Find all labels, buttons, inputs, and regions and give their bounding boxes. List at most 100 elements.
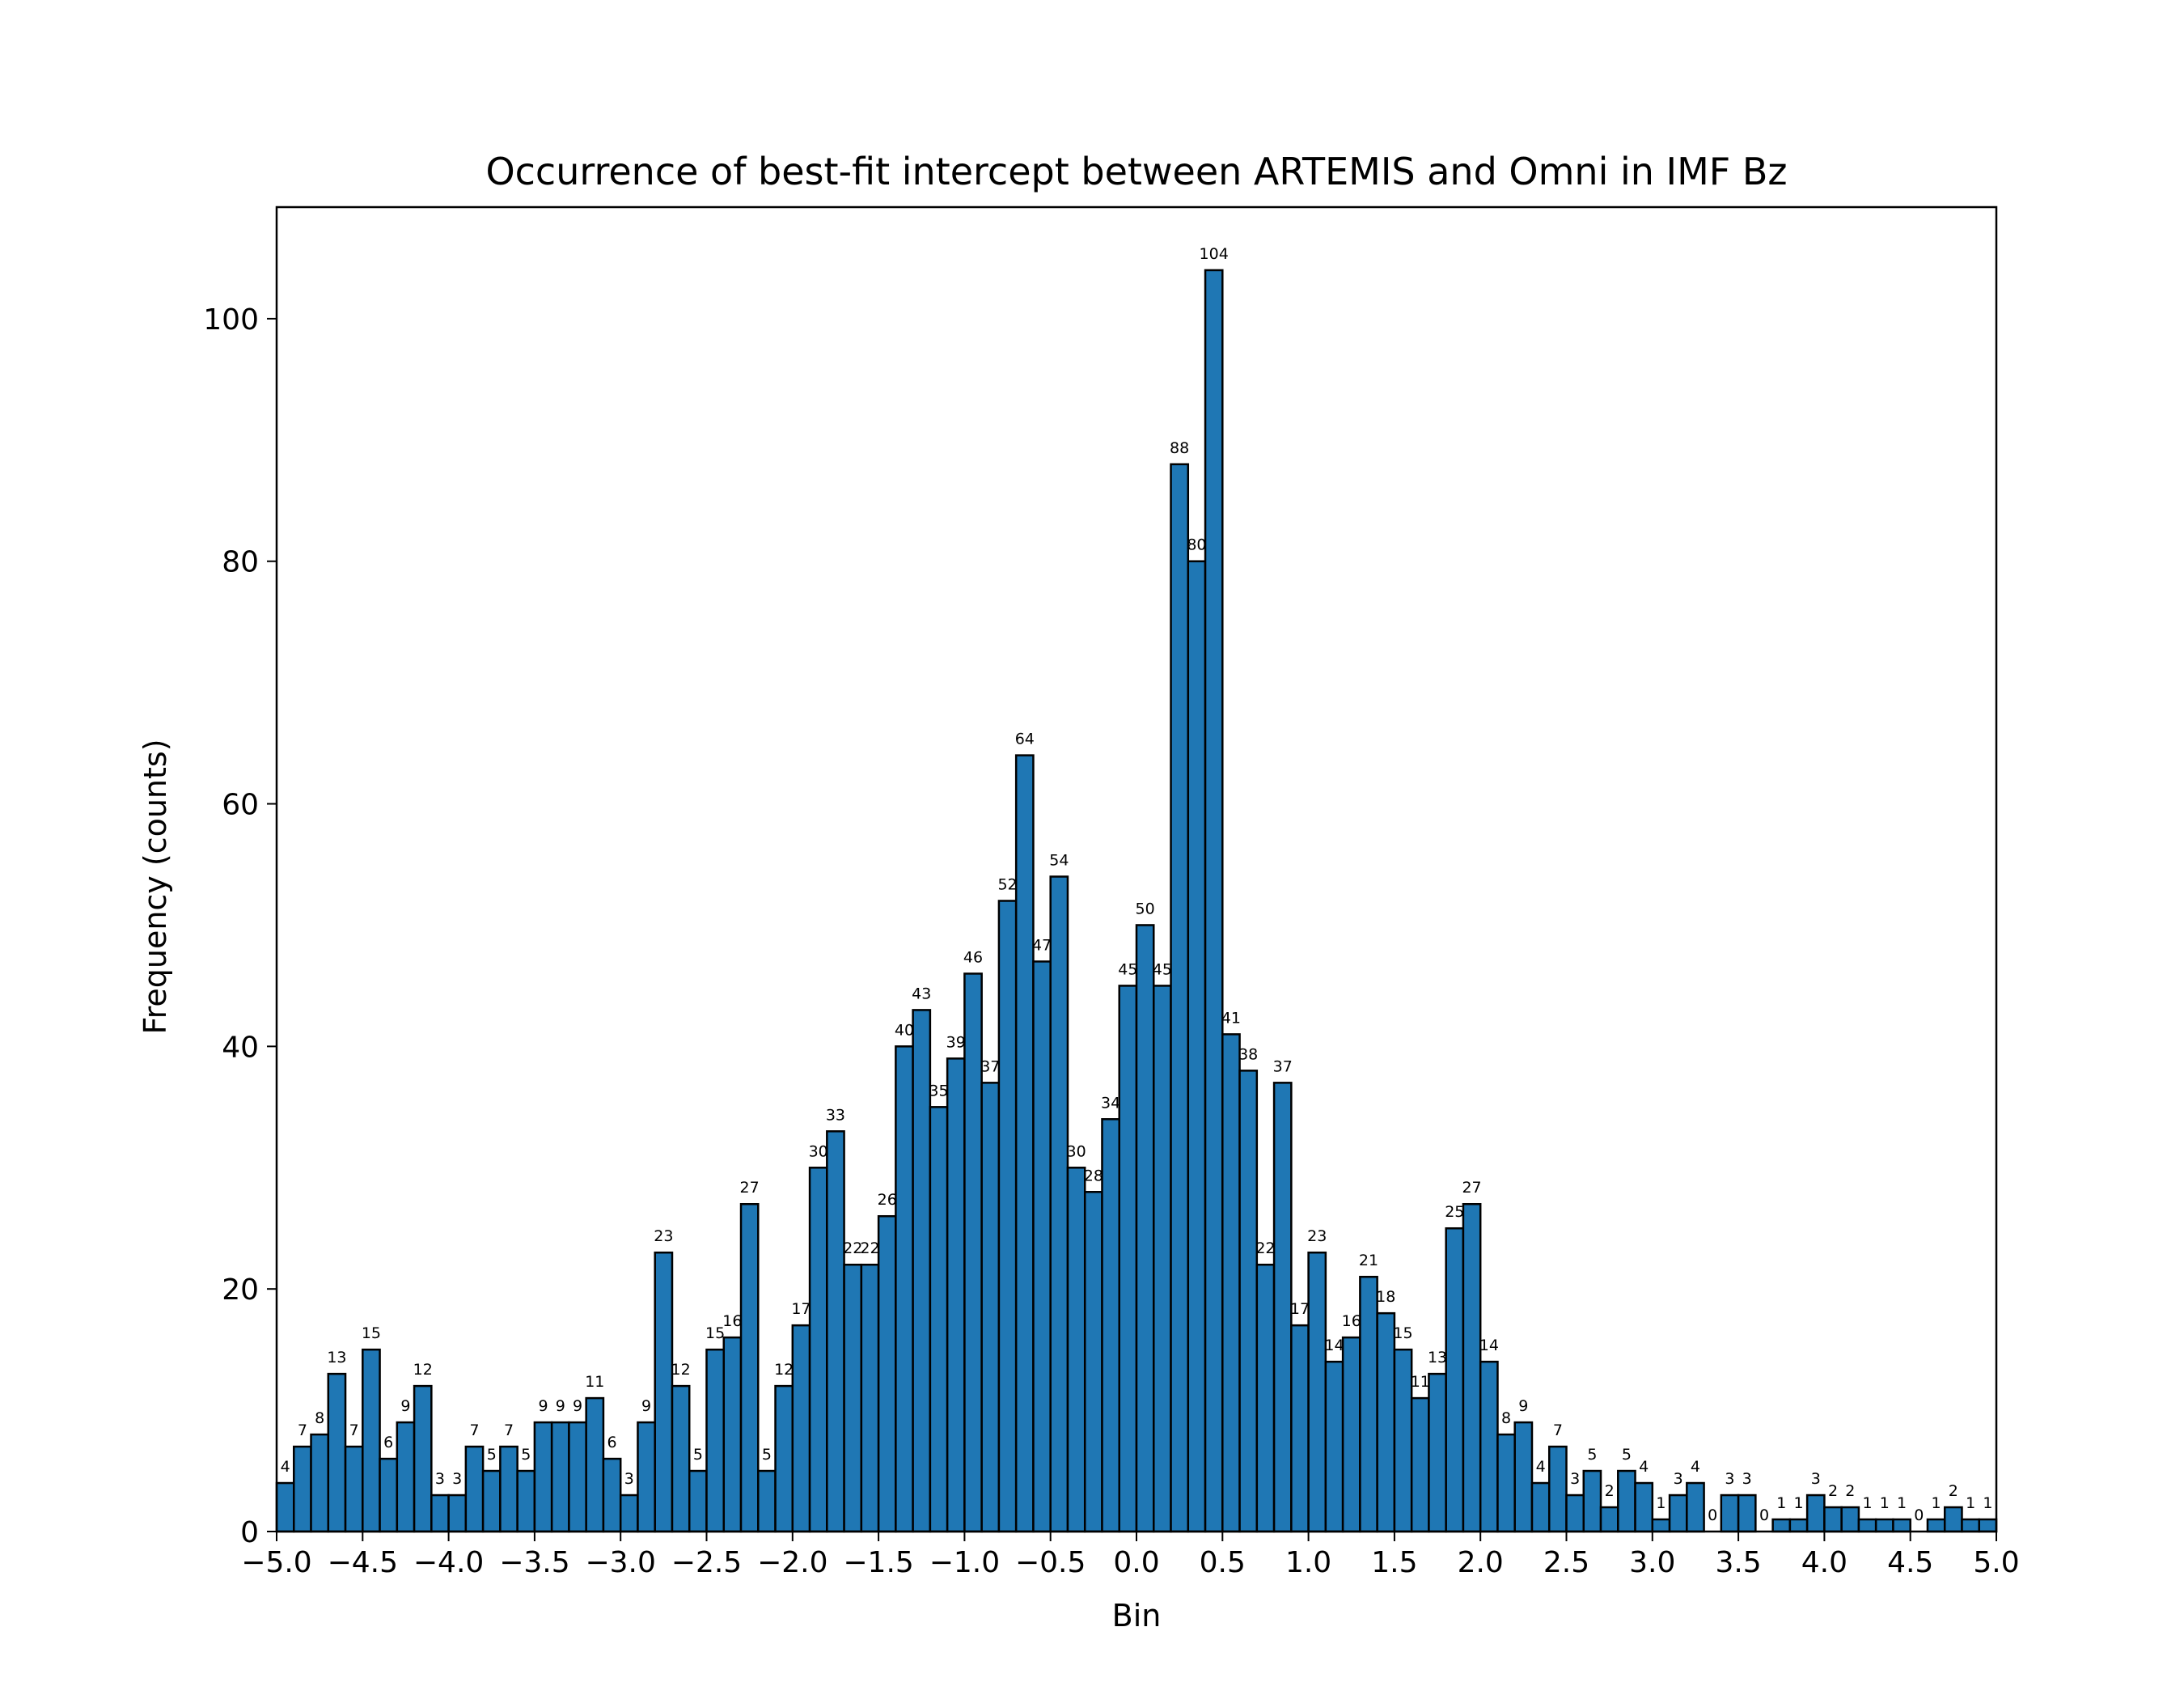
x-tick-label: 4.0 — [1801, 1546, 1848, 1579]
x-axis-title: Bin — [1112, 1598, 1162, 1633]
bar-value-label: 9 — [641, 1397, 651, 1415]
bar-value-label: 23 — [654, 1227, 673, 1245]
histogram-bar — [1187, 560, 1207, 1533]
histogram-bar — [1032, 960, 1052, 1533]
bar-value-label: 41 — [1221, 1009, 1241, 1027]
y-axis-title: Frequency (counts) — [138, 739, 173, 1034]
histogram-bar — [396, 1421, 416, 1533]
bar-value-label: 3 — [1725, 1470, 1734, 1488]
bar-value-label: 9 — [556, 1397, 565, 1415]
bar-value-label: 35 — [929, 1082, 948, 1099]
histogram-bar — [1496, 1433, 1516, 1533]
histogram-bar — [1014, 754, 1035, 1533]
bar-value-label: 104 — [1200, 245, 1229, 263]
x-tick-label: −4.0 — [413, 1546, 484, 1579]
histogram-bar — [310, 1433, 330, 1533]
bar-value-label: 15 — [1393, 1324, 1412, 1342]
x-tick-label: −5.0 — [241, 1546, 311, 1579]
histogram-bar — [568, 1421, 587, 1533]
x-tick-label: −4.5 — [328, 1546, 398, 1579]
bar-value-label: 50 — [1136, 900, 1155, 917]
histogram-bar — [1582, 1469, 1602, 1533]
y-tick-label: 60 — [222, 789, 259, 822]
histogram-bar — [808, 1167, 828, 1533]
histogram-bar — [1445, 1227, 1465, 1533]
bar-value-label: 6 — [607, 1434, 617, 1451]
bar-value-label: 9 — [573, 1397, 582, 1415]
bar-value-label: 2 — [1845, 1482, 1855, 1500]
bar-value-label: 11 — [585, 1373, 604, 1391]
x-tick-label: −1.5 — [843, 1546, 913, 1579]
bar-value-label: 88 — [1170, 439, 1189, 457]
bar-value-label: 43 — [912, 985, 931, 1002]
bar-value-label: 9 — [538, 1397, 548, 1415]
chart-title: Occurrence of best-fit intercept between… — [485, 150, 1787, 193]
histogram-bar — [379, 1457, 399, 1533]
bar-value-label: 7 — [504, 1421, 514, 1439]
bar-value-label: 40 — [895, 1021, 914, 1039]
histogram-bar — [430, 1494, 450, 1533]
bar-value-label: 52 — [997, 875, 1017, 893]
histogram-bar — [1153, 985, 1172, 1533]
bar-value-label: 0 — [1708, 1506, 1717, 1524]
histogram-bar — [1204, 269, 1224, 1533]
bar-value-label: 37 — [980, 1057, 1000, 1075]
histogram-bar — [1101, 1118, 1120, 1533]
histogram-bar — [912, 1009, 932, 1533]
bar-value-label: 34 — [1101, 1094, 1120, 1112]
bar-value-label: 5 — [762, 1446, 772, 1464]
bar-value-label: 7 — [469, 1421, 479, 1439]
bar-value-label: 7 — [298, 1421, 307, 1439]
histogram-bar — [1238, 1070, 1259, 1533]
x-axis: −5.0 −4.5 −4.0 −3.5 −3.0 −2.5 −2.0 −1.5 −1.0 −0.5… — [241, 1532, 2020, 1579]
histogram-bar — [929, 1106, 949, 1533]
histogram-bar — [1049, 875, 1069, 1533]
bar-value-label: 3 — [1811, 1470, 1821, 1488]
histogram-bar — [1547, 1445, 1568, 1533]
histogram-bar — [877, 1214, 897, 1533]
bar-value-label: 1 — [1656, 1494, 1666, 1512]
histogram-bar — [1978, 1518, 1998, 1533]
bar-value-label: 3 — [452, 1470, 462, 1488]
histogram-bar — [362, 1348, 381, 1533]
bar-value-label: 30 — [809, 1142, 828, 1160]
bar-value-label: 14 — [1324, 1337, 1344, 1354]
bar-value-label: 1 — [1983, 1494, 1992, 1512]
histogram-bar — [1892, 1518, 1911, 1533]
bar-value-label: 28 — [1084, 1167, 1103, 1184]
histogram-bar — [705, 1348, 726, 1533]
x-tick-label: 2.0 — [1458, 1546, 1504, 1579]
histogram-bar — [327, 1372, 347, 1533]
x-tick-label: 2.5 — [1543, 1546, 1589, 1579]
histogram-bar — [1513, 1421, 1534, 1533]
histogram-bar — [1686, 1481, 1705, 1533]
histogram-bar — [1135, 924, 1155, 1533]
histogram-bar — [447, 1494, 468, 1533]
bar-value-label: 54 — [1049, 851, 1069, 869]
histogram-bar — [637, 1421, 656, 1533]
histogram-bar — [757, 1469, 777, 1533]
bar-value-label: 45 — [1153, 960, 1172, 978]
histogram-bar — [585, 1396, 605, 1533]
histogram-bar — [1359, 1275, 1378, 1533]
bar-value-label: 6 — [383, 1434, 393, 1451]
bar-value-label: 3 — [1674, 1470, 1683, 1488]
histogram-bar — [1720, 1494, 1740, 1533]
histogram-bar — [1462, 1202, 1482, 1533]
x-tick-label: −2.0 — [757, 1546, 827, 1579]
histogram-bar — [739, 1202, 760, 1533]
bar-value-label: 13 — [1428, 1349, 1447, 1366]
histogram-bar — [1393, 1348, 1413, 1533]
bar-value-label: 27 — [1462, 1179, 1481, 1197]
bar-value-label: 12 — [671, 1361, 691, 1379]
bar-value-label: 8 — [1501, 1409, 1511, 1427]
bar-value-label: 3 — [435, 1470, 445, 1488]
histogram-bar — [946, 1057, 966, 1533]
x-tick-label: 1.5 — [1371, 1546, 1417, 1579]
histogram-bar — [533, 1421, 553, 1533]
histogram-bar — [671, 1384, 691, 1533]
bar-value-label: 2 — [1828, 1482, 1838, 1500]
bar-value-label: 1 — [1880, 1494, 1890, 1512]
histogram-bar — [1668, 1494, 1688, 1533]
bar-value-label: 7 — [1553, 1421, 1563, 1439]
